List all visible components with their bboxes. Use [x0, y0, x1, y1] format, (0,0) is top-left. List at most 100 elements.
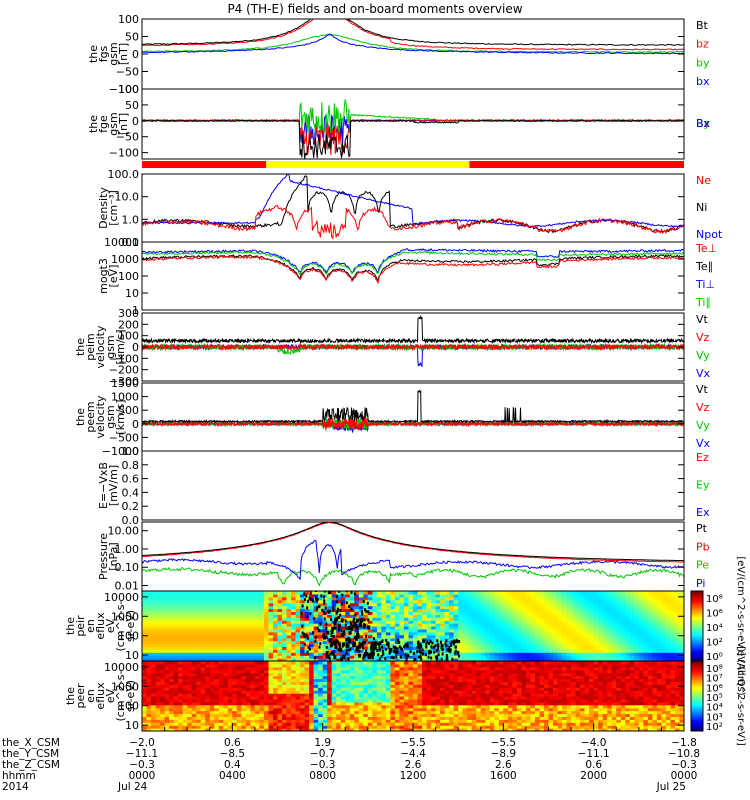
ion_spectrogram-y-label-line: eV — [104, 618, 117, 633]
electron_spectrogram-colorbar-label: [eV/(cm^2-s-sr-eV)] — [735, 646, 746, 746]
ion_spectrogram-y-axis: 10000 1000 100 10 — [104, 591, 684, 662]
status-bar-segment — [266, 161, 470, 168]
temperature-ti-perp-series-line — [142, 248, 684, 275]
temperature-legend-entry: Ti⊥ — [695, 278, 715, 291]
efield-y-label: E=−VxB[mV/m] — [97, 462, 120, 509]
fge-y-axis: 100 50 0 −50 −100 — [109, 83, 684, 160]
efield-y-tick-label: 0.0 — [122, 514, 140, 527]
density-y-axis: 100.0 10.0 1.0 0.1 — [108, 168, 684, 249]
x-axis-value: Jul 24 — [117, 781, 148, 793]
x-axis-value: −4.4 — [400, 748, 426, 760]
ion_velocity-y-label-line: the — [74, 338, 87, 356]
electron_spectrogram-colorbar-tick: 10⁵ — [706, 693, 723, 704]
status-bar-segment — [142, 161, 267, 168]
fgs-legend-entry: bx — [696, 75, 710, 88]
pressure-legend: Pt Pb Pe Pi — [696, 522, 710, 590]
electron_spectrogram-colorbar-tick: 10⁷ — [706, 674, 723, 685]
efield-y-label-line: [mV/m] — [107, 465, 120, 506]
electron_velocity-panel-frame — [141, 382, 685, 452]
temperature-te-par-series-line — [142, 254, 684, 283]
efield-y-tick-label: 0.6 — [122, 473, 140, 486]
density-ne-series-line — [142, 204, 684, 240]
status-bar — [142, 161, 684, 168]
electron_spectrogram-y-label-line: peer — [74, 683, 87, 709]
fge-legend-entry: Bx — [696, 117, 711, 130]
ion_spectrogram-y-tick-label: 1000 — [111, 610, 139, 623]
density-y-label-line: Density — [97, 187, 110, 229]
x-axis-value: −2.0 — [129, 737, 155, 749]
electron_velocity-y-tick-label: 1000 — [111, 391, 139, 404]
electron_spectrogram-y-label-line: en — [84, 689, 97, 703]
fgs-y-label-line: [nT] — [117, 43, 130, 65]
pressure-legend-entry: Pb — [696, 540, 710, 553]
ion_spectrogram-y-tick-label: 100 — [118, 630, 139, 643]
ion_velocity-y-tick-label: −200 — [109, 364, 139, 377]
temperature-te-perp-series-line — [142, 255, 684, 285]
fgs-by-series-line — [142, 33, 684, 54]
x-axis-value: −5.5 — [400, 737, 426, 749]
fge-bt-series-line — [142, 119, 684, 159]
x-axis-value: 0.6 — [585, 759, 602, 771]
density-y-label: Density[cm⁻³] — [97, 187, 120, 229]
efield-y-tick-label: 1.0 — [122, 445, 140, 458]
density-legend-entry: Npot — [696, 228, 723, 241]
efield-legend-entry: Ex — [696, 506, 710, 519]
electron_velocity-y-tick-label: −1000 — [102, 445, 139, 458]
fgs-legend-entry: bz — [696, 38, 709, 51]
fgs-y-axis: 100 50 0 −50 −100 — [109, 13, 684, 96]
ion_velocity-y-label-line: gsm — [104, 335, 117, 358]
temperature-y-tick-label: 10000 — [104, 236, 139, 249]
efield-legend: Ez Ey Ex — [696, 451, 710, 519]
density-npot-series-line — [142, 174, 684, 228]
pressure-y-label: Pressure[nPa] — [97, 533, 120, 580]
electron_velocity-y-tick-label: 0 — [132, 418, 139, 431]
electron_velocity-y-label-line: [km/s] — [114, 399, 127, 434]
ion_velocity-legend-entry: Vt — [696, 313, 709, 326]
electron-spectrogram-cells — [142, 661, 684, 731]
x-axis-value: Jul 25 — [656, 781, 686, 793]
x-axis-value: −0.3 — [310, 759, 336, 771]
electron_velocity-legend-entry: Vy — [696, 419, 710, 432]
ion_velocity-y-tick-label: −300 — [109, 375, 139, 388]
pressure-pe-series-line — [142, 566, 684, 587]
temperature-panel-frame — [141, 241, 685, 311]
x-axis-value: 2000 — [580, 770, 607, 782]
x-axis-value: 1600 — [490, 770, 517, 782]
fge-y-label-line: gsm — [107, 112, 120, 135]
ion_spectrogram-colorbar-tick: 10² — [706, 638, 723, 649]
electron_spectrogram-colorbar-tick: 10⁴ — [706, 703, 723, 714]
ion_velocity-vt-series-line — [142, 314, 684, 345]
efield-panel-frame — [141, 450, 685, 521]
x-axis-row-label: 2014 — [2, 781, 29, 793]
electron_spectrogram-colorbar-tick: 10⁸ — [706, 664, 723, 675]
fgs-y-label-line: gsm — [107, 42, 120, 65]
fgs-bz-series-line — [142, 19, 684, 51]
density-y-tick-label: 10.0 — [115, 191, 140, 204]
x-axis-row-label: the_Z_CSM — [2, 759, 60, 771]
status-bar-segment — [469, 161, 684, 168]
x-axis-value: −1.8 — [671, 737, 697, 749]
ion_velocity-legend-entry: Vy — [696, 349, 710, 362]
fgs-y-tick-label: −50 — [116, 66, 139, 79]
pressure-y-tick-label: 0.01 — [115, 580, 140, 593]
fgs-bt-series-line — [142, 19, 684, 46]
pressure-y-label-line: [nPa] — [107, 542, 120, 570]
fge-by-series-line — [142, 99, 684, 137]
x-axis-value: −11.1 — [578, 748, 610, 760]
pressure-y-label-line: Pressure — [97, 533, 110, 580]
x-axis-value: 1.9 — [314, 737, 331, 749]
x-axis-value: 0.4 — [224, 759, 241, 771]
x-axis-value: −4.0 — [581, 737, 607, 749]
plot-title: P4 (TH-E) fields and on-board moments ov… — [227, 2, 522, 16]
fge-y-tick-label: −50 — [116, 131, 139, 144]
temperature-legend: Te⊥ Te∥ Ti⊥ Ti∥ — [695, 242, 717, 309]
efield-y-label-line: E=−VxB — [97, 462, 110, 509]
